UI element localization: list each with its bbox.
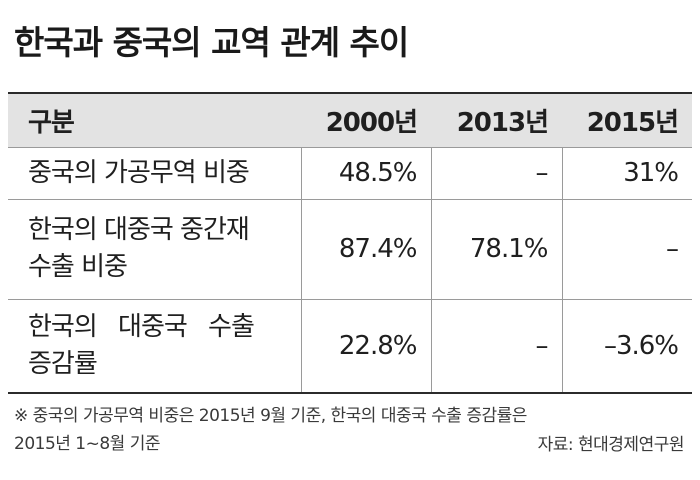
column-header-2015: 2015년 (586, 107, 679, 138)
row-label: 한국의 대중국 중간재 수출 비중 (8, 198, 302, 299)
trade-table: 구분 2000년 2013년 2015년 중국의 가공무역 비중 48.5% –… (8, 92, 692, 394)
trade-table-container: 구분 2000년 2013년 2015년 중국의 가공무역 비중 48.5% –… (8, 92, 692, 394)
table-cell: 78.1% (431, 198, 563, 299)
table-row: 한국의 대중국 중간재 수출 비중 87.4% 78.1% – (8, 198, 692, 299)
footnote-line: 2015년 1~8월 기준 (14, 434, 161, 454)
row-label: 한국의 대중국 수출 증감률 (8, 298, 302, 394)
table-cell: – (431, 298, 563, 394)
row-label-line: 수출 비중 (28, 252, 128, 282)
source-credit: 자료: 현대경제연구원 (537, 435, 685, 455)
table-header-row: 구분 2000년 2013년 2015년 (8, 93, 692, 147)
row-label: 중국의 가공무역 비중 (8, 146, 302, 199)
row-label-line: 중국의 가공무역 비중 (28, 157, 250, 188)
column-header-category: 구분 (28, 107, 75, 138)
table-cell: –3.6% (562, 298, 692, 394)
column-header-2013: 2013년 (456, 107, 549, 138)
table-row: 중국의 가공무역 비중 48.5% – 31% (8, 146, 692, 199)
table-cell: 22.8% (301, 298, 432, 394)
footnote: ※ 중국의 가공무역 비중은 2015년 9월 기준, 한국의 대중국 수출 증… (14, 402, 527, 458)
table-cell: 31% (562, 146, 692, 199)
page-title: 한국과 중국의 교역 관계 추이 (14, 23, 409, 62)
row-label-line: 한국의 대중국 수출 (28, 311, 255, 342)
footnote-line: ※ 중국의 가공무역 비중은 2015년 9월 기준, 한국의 대중국 수출 증… (14, 406, 527, 426)
table-cell: – (431, 146, 563, 199)
row-label-line: 한국의 대중국 중간재 (28, 215, 250, 245)
table-cell: – (562, 198, 692, 299)
table-row: 한국의 대중국 수출 증감률 22.8% – –3.6% (8, 298, 692, 394)
column-header-2000: 2000년 (325, 107, 418, 138)
table-cell: 87.4% (301, 198, 432, 299)
table-cell: 48.5% (301, 146, 432, 199)
row-label-line: 증감률 (28, 348, 98, 379)
